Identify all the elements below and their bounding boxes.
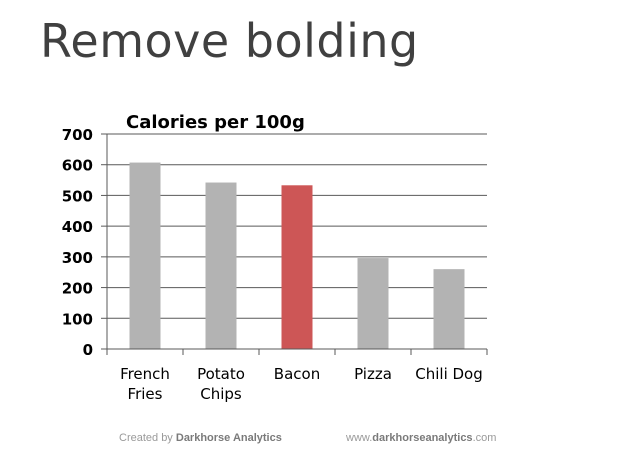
- footer-url-suffix: .com: [472, 432, 497, 444]
- bar: [357, 258, 389, 349]
- y-tick-label: 700: [62, 126, 93, 144]
- y-tick-label: 0: [83, 341, 93, 359]
- bar: [281, 185, 313, 349]
- y-tick-label: 300: [62, 249, 93, 267]
- x-tick-label: Pizza: [354, 365, 392, 383]
- bar: [205, 182, 237, 349]
- y-tick-label: 200: [62, 280, 93, 298]
- x-tick-label: Chili Dog: [415, 365, 483, 383]
- x-tick-label: Potato Chips: [197, 365, 245, 403]
- footer-url-prefix: www.: [346, 432, 373, 444]
- footer-credit: Created by Darkhorse Analytics: [119, 432, 282, 444]
- bar: [433, 269, 465, 349]
- footer-url[interactable]: www.darkhorseanalytics.com: [346, 432, 496, 444]
- chart-title: Calories per 100g: [126, 112, 305, 133]
- bar: [129, 162, 161, 349]
- x-tick-label: French Fries: [120, 365, 170, 403]
- x-tick-label: Bacon: [274, 365, 320, 383]
- y-tick-label: 100: [62, 310, 93, 328]
- y-tick-label: 600: [62, 157, 93, 175]
- slide-title: Remove bolding: [40, 14, 419, 68]
- y-tick-label: 400: [62, 218, 93, 236]
- footer-credit-prefix: Created by: [119, 432, 173, 444]
- footer-url-domain: darkhorseanalytics: [372, 432, 473, 444]
- y-tick-label: 500: [62, 187, 93, 205]
- footer-credit-brand: Darkhorse Analytics: [175, 432, 282, 444]
